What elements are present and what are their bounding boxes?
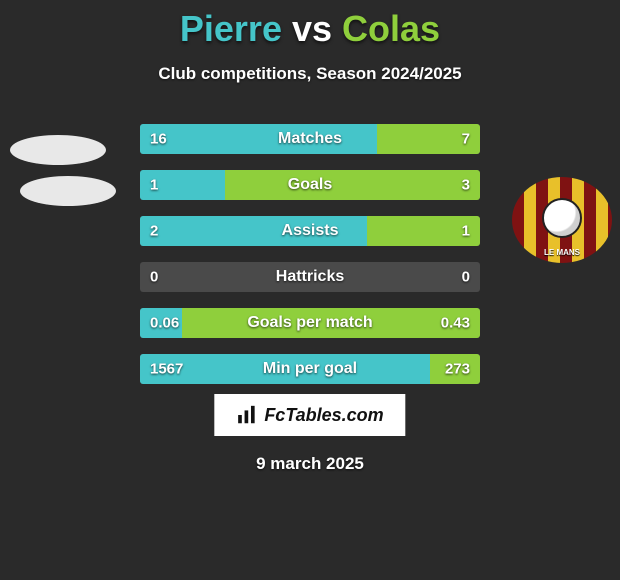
stat-value-left: 2 bbox=[150, 223, 158, 240]
stat-value-right: 273 bbox=[445, 361, 470, 378]
stat-row: 1 3 Goals bbox=[140, 170, 480, 200]
badge-text: FcTables.com bbox=[264, 405, 383, 426]
chart-icon bbox=[236, 404, 258, 426]
stat-row: 0 0 Hattricks bbox=[140, 262, 480, 292]
stat-row: 1567 273 Min per goal bbox=[140, 354, 480, 384]
placeholder-ellipse-2 bbox=[20, 176, 116, 206]
stat-value-right: 0.43 bbox=[441, 315, 470, 332]
stat-value-right: 1 bbox=[462, 223, 470, 240]
stats-bars: 16 7 Matches 1 3 Goals 2 1 Assists 0 0 Hattricks 0.0… bbox=[140, 124, 480, 400]
subtitle: Club competitions, Season 2024/2025 bbox=[0, 64, 620, 84]
stat-fill-right bbox=[225, 170, 480, 200]
stat-value-left: 0 bbox=[150, 269, 158, 286]
stat-row: 0.06 0.43 Goals per match bbox=[140, 308, 480, 338]
player2-name: Colas bbox=[342, 8, 440, 49]
stat-label: Hattricks bbox=[276, 268, 344, 286]
stat-label: Min per goal bbox=[263, 360, 357, 378]
stat-value-left: 16 bbox=[150, 131, 167, 148]
stat-label: Goals per match bbox=[247, 314, 372, 332]
date-text: 9 march 2025 bbox=[256, 454, 364, 474]
stat-value-left: 1567 bbox=[150, 361, 183, 378]
player2-club-crest: LE MANS bbox=[512, 170, 612, 270]
stat-label: Matches bbox=[278, 130, 342, 148]
soccer-ball-icon bbox=[542, 198, 582, 238]
stat-value-right: 7 bbox=[462, 131, 470, 148]
vs-text: vs bbox=[292, 8, 332, 49]
crest-graphic: LE MANS bbox=[512, 177, 612, 263]
stat-label: Assists bbox=[282, 222, 339, 240]
placeholder-ellipse bbox=[10, 135, 106, 165]
comparison-title: Pierre vs Colas bbox=[0, 0, 620, 50]
stat-value-right: 0 bbox=[462, 269, 470, 286]
source-badge: FcTables.com bbox=[214, 394, 405, 436]
stat-label: Goals bbox=[288, 176, 332, 194]
stat-value-left: 0.06 bbox=[150, 315, 179, 332]
stat-value-left: 1 bbox=[150, 177, 158, 194]
player1-name: Pierre bbox=[180, 8, 282, 49]
stat-row: 16 7 Matches bbox=[140, 124, 480, 154]
crest-label: LE MANS bbox=[544, 248, 580, 257]
stat-row: 2 1 Assists bbox=[140, 216, 480, 246]
stat-value-right: 3 bbox=[462, 177, 470, 194]
